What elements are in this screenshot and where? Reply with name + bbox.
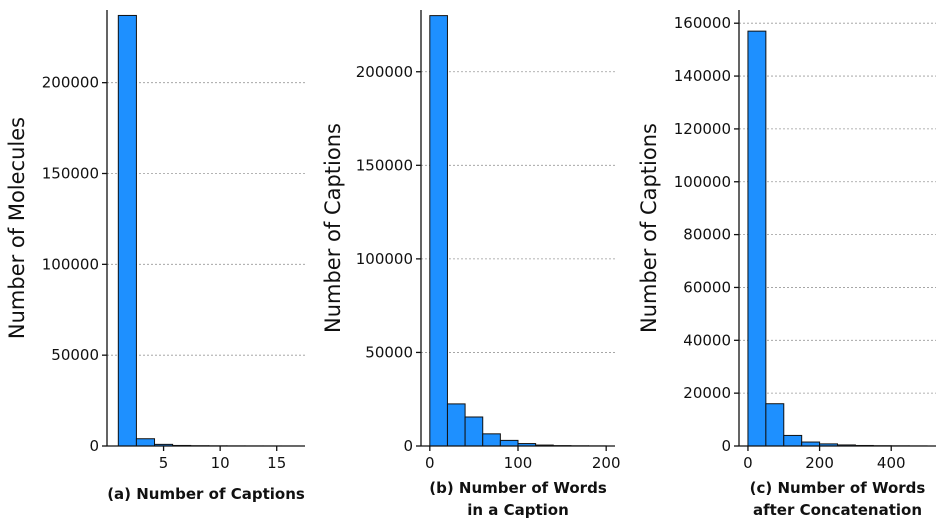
y-tick-label: 120000: [674, 120, 731, 138]
x-tick-label: 200: [805, 454, 834, 472]
panel-caption: (a) Number of Captions: [107, 485, 305, 503]
y-tick-label: 80000: [683, 226, 731, 244]
y-tick-label: 0: [89, 437, 99, 455]
histogram-bar: [482, 433, 501, 447]
histogram-panel-0: 0 50000 100000 150000 200000 5 10 15 Number of M…: [5, 10, 305, 503]
panel-caption: after Concatenation: [753, 501, 922, 519]
y-tick-label: 140000: [674, 67, 731, 85]
y-tick-label: 160000: [674, 14, 731, 32]
y-tick-label: 40000: [683, 331, 731, 349]
x-tick-label: 10: [211, 454, 230, 472]
x-tick-label: 0: [743, 454, 753, 472]
histogram-bar: [765, 403, 785, 447]
histogram-panel-1: 0 50000 100000 150000 200000 0 100 200 Number of…: [321, 10, 621, 519]
histogram-bar: [429, 15, 448, 447]
x-tick-label: 0: [425, 454, 435, 472]
histogram-panel-2: 0 20000 40000 60000 80000 100000 120000 140000 1…: [637, 10, 936, 519]
y-axis-title: Number of Molecules: [5, 117, 29, 339]
y-tick-label: 50000: [51, 346, 99, 364]
x-tick-label: 5: [159, 454, 169, 472]
y-tick-label: 200000: [356, 63, 413, 81]
y-axis-title: Number of Captions: [321, 123, 345, 333]
y-tick-label: 20000: [683, 384, 731, 402]
y-tick-label: 0: [403, 437, 413, 455]
y-tick-label: 150000: [356, 156, 413, 174]
y-tick-label: 200000: [42, 74, 99, 92]
y-tick-label: 100000: [356, 250, 413, 268]
x-tick-label: 15: [267, 454, 286, 472]
histogram-bar: [446, 403, 466, 447]
panel-caption: in a Caption: [467, 501, 569, 519]
y-tick-label: 50000: [365, 343, 413, 361]
y-tick-label: 150000: [42, 165, 99, 183]
x-tick-label: 200: [592, 454, 621, 472]
y-tick-label: 100000: [674, 173, 731, 191]
y-tick-label: 60000: [683, 278, 731, 296]
panel-caption: (b) Number of Words: [429, 479, 607, 497]
x-tick-label: 400: [877, 454, 906, 472]
y-tick-label: 0: [721, 437, 731, 455]
y-tick-label: 100000: [42, 255, 99, 273]
histogram-bar: [499, 439, 519, 447]
histogram-bar: [464, 416, 484, 447]
y-axis-title: Number of Captions: [637, 123, 661, 333]
histogram-bar: [117, 14, 137, 447]
histogram-bar: [783, 434, 803, 447]
histogram-bar: [135, 438, 156, 447]
x-tick-label: 100: [504, 454, 533, 472]
panel-caption: (c) Number of Words: [750, 479, 926, 497]
histogram-bar: [747, 30, 767, 447]
